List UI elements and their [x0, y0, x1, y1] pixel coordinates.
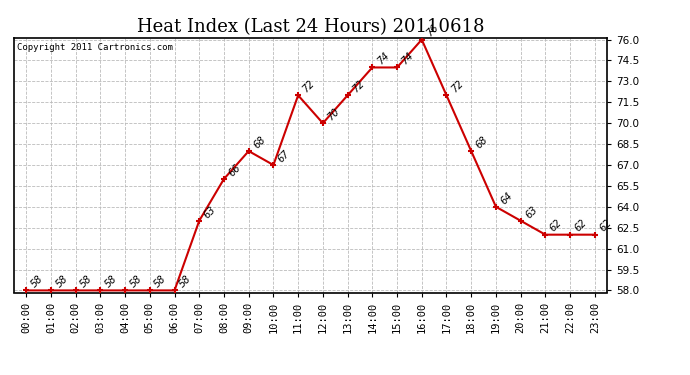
Text: 66: 66 [227, 162, 243, 178]
Text: 62: 62 [573, 218, 589, 234]
Text: 76: 76 [424, 23, 440, 39]
Text: 67: 67 [276, 148, 292, 164]
Text: 62: 62 [598, 218, 613, 234]
Text: Copyright 2011 Cartronics.com: Copyright 2011 Cartronics.com [17, 43, 172, 52]
Text: 68: 68 [251, 134, 268, 150]
Text: 58: 58 [29, 274, 45, 290]
Text: 64: 64 [499, 190, 515, 206]
Text: 58: 58 [79, 274, 95, 290]
Text: 63: 63 [524, 204, 540, 220]
Text: 72: 72 [449, 79, 465, 94]
Text: 58: 58 [177, 274, 193, 290]
Text: 58: 58 [103, 274, 119, 290]
Text: 63: 63 [202, 204, 218, 220]
Text: 58: 58 [152, 274, 168, 290]
Text: 74: 74 [400, 51, 416, 67]
Text: 72: 72 [301, 79, 317, 94]
Text: 58: 58 [54, 274, 70, 290]
Text: 70: 70 [326, 106, 342, 122]
Text: 74: 74 [375, 51, 391, 67]
Text: 68: 68 [474, 134, 490, 150]
Text: 58: 58 [128, 274, 144, 290]
Title: Heat Index (Last 24 Hours) 20110618: Heat Index (Last 24 Hours) 20110618 [137, 18, 484, 36]
Text: 72: 72 [351, 79, 366, 94]
Text: 62: 62 [548, 218, 564, 234]
